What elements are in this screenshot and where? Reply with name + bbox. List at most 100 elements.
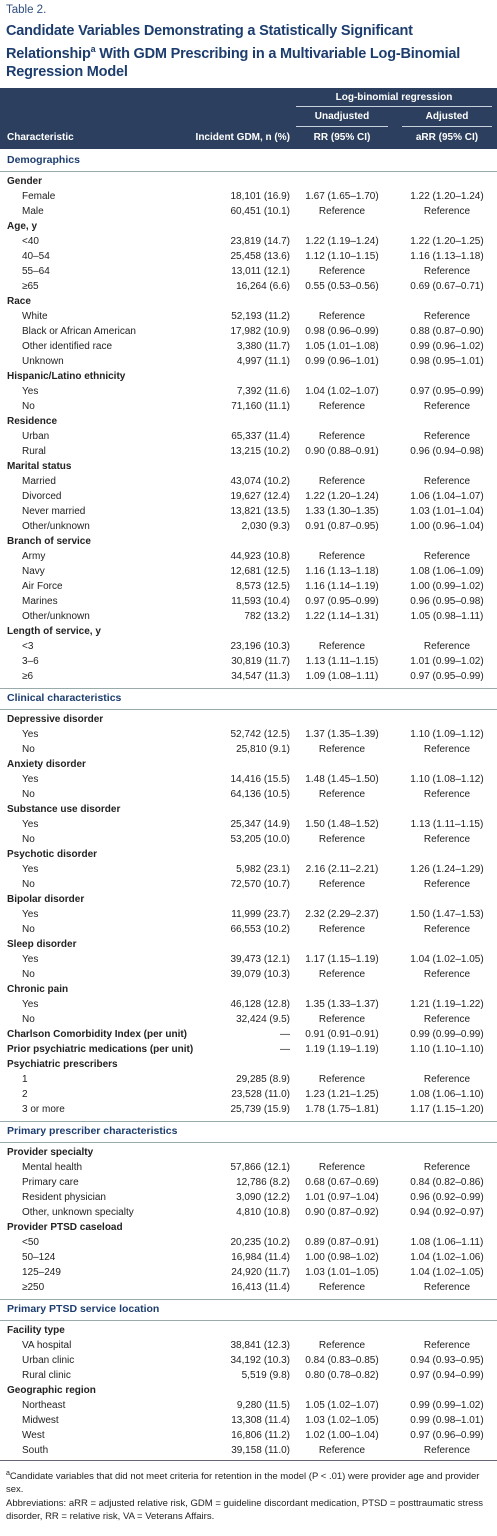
row-label: Married	[22, 475, 56, 487]
cell: 71,160 (11.1)	[231, 400, 290, 412]
cell: Reference	[318, 550, 366, 562]
cell: Reference	[423, 833, 471, 845]
row-label: <40	[22, 235, 39, 247]
footnote: aCandidate variables that did not meet c…	[6, 1468, 491, 1496]
section-title: Primary PTSD service location	[7, 1303, 160, 1315]
cell: 1.78 (1.75–1.81)	[305, 1103, 379, 1115]
cell: 1.10 (1.09–1.12)	[410, 728, 484, 740]
cell: 24,920 (11.7)	[231, 1266, 290, 1278]
cell: 18,101 (16.9)	[230, 190, 291, 202]
cell: 25,458 (13.6)	[230, 250, 291, 262]
cell: 2,030 (9.3)	[241, 520, 290, 532]
row-label: Other/unknown	[22, 610, 90, 622]
cell: 0.97 (0.94–0.99)	[410, 1369, 484, 1381]
footnote-text: Abbreviations: aRR = adjusted relative r…	[6, 1498, 484, 1522]
cell: Reference	[318, 640, 366, 652]
cell: Reference	[423, 878, 471, 890]
cell: 52,193 (11.2)	[231, 310, 290, 322]
cell: 4,810 (10.8)	[236, 1206, 290, 1218]
row-label: No	[22, 400, 35, 412]
cell: Reference	[318, 1281, 366, 1293]
cell: 11,999 (23.7)	[231, 908, 290, 920]
cell: 16,413 (11.4)	[231, 1281, 290, 1293]
row-label: Unknown	[22, 355, 64, 367]
cell: Reference	[423, 1339, 471, 1351]
header-unadjusted: Unadjusted	[314, 111, 370, 122]
cell: 13,308 (11.4)	[231, 1414, 290, 1426]
row-label: 125–249	[22, 1266, 61, 1278]
row-label: Rural clinic	[22, 1369, 71, 1381]
cell: 5,519 (9.8)	[241, 1369, 290, 1381]
group-label: Psychiatric prescribers	[7, 1058, 118, 1070]
cell: Reference	[423, 400, 471, 412]
cell: 1.05 (1.01–1.08)	[305, 340, 379, 352]
row-label: ≥6	[22, 670, 34, 682]
cell: 1.05 (1.02–1.07)	[305, 1399, 379, 1411]
cell: 16,806 (11.2)	[231, 1429, 290, 1441]
cell: 0.84 (0.83–0.85)	[305, 1354, 379, 1366]
cell: 1.16 (1.13–1.18)	[410, 250, 484, 262]
cell: 13,215 (10.2)	[230, 445, 291, 457]
cell: 0.69 (0.67–0.71)	[410, 280, 484, 292]
cell: Reference	[318, 1013, 366, 1025]
cell: 1.01 (0.97–1.04)	[305, 1191, 379, 1203]
row-label: Midwest	[22, 1414, 59, 1426]
row-label: Air Force	[22, 580, 63, 592]
cell: Reference	[423, 1073, 471, 1085]
cell: 1.12 (1.10–1.15)	[305, 250, 379, 262]
cell: 1.22 (1.20–1.25)	[410, 235, 484, 247]
row-label: Yes	[22, 953, 39, 965]
cell: 3,380 (11.7)	[236, 340, 290, 352]
title-text: Candidate Variables Demonstrating a Stat…	[6, 23, 413, 62]
cell: 60,451 (10.1)	[230, 205, 291, 217]
cell: Reference	[318, 400, 366, 412]
cell: Reference	[423, 640, 471, 652]
cell: 0.97 (0.95–0.99)	[410, 670, 484, 682]
cell: 782 (13.2)	[244, 610, 290, 622]
cell: 3,090 (12.2)	[236, 1191, 290, 1203]
cell: —	[280, 1043, 290, 1055]
group-label: Marital status	[7, 460, 72, 472]
row-label: Other, unknown specialty	[22, 1206, 134, 1218]
group-label: Prior psychiatric medications (per unit)	[7, 1043, 194, 1055]
cell: Reference	[423, 923, 471, 935]
cell: 1.67 (1.65–1.70)	[305, 190, 379, 202]
cell: Reference	[423, 968, 471, 980]
cell: 1.19 (1.19–1.19)	[305, 1043, 379, 1055]
row-label: Navy	[22, 565, 45, 577]
row-label: Yes	[22, 818, 39, 830]
row-label: Never married	[22, 505, 86, 517]
title-text: With GDM Prescribing in a Multivariable …	[6, 45, 461, 80]
cell: 0.97 (0.95–0.99)	[305, 595, 379, 607]
title-footnote-mark: a	[90, 44, 96, 54]
cell: 0.94 (0.93–0.95)	[410, 1354, 484, 1366]
cell: 39,158 (11.0)	[231, 1444, 290, 1456]
cell: Reference	[318, 1339, 366, 1351]
cell: 1.22 (1.20–1.24)	[410, 190, 484, 202]
group-label: Depressive disorder	[7, 713, 104, 725]
cell: 32,424 (9.5)	[236, 1013, 290, 1025]
header-rule	[296, 106, 492, 107]
cell: 1.06 (1.04–1.07)	[410, 490, 484, 502]
cell: 0.96 (0.94–0.98)	[410, 445, 484, 457]
cell: 1.09 (1.08–1.11)	[305, 670, 379, 682]
cell: 1.04 (1.02–1.05)	[410, 1266, 484, 1278]
cell: 57,866 (12.1)	[230, 1161, 291, 1173]
cell: Reference	[318, 1444, 366, 1456]
cell: 0.55 (0.53–0.56)	[305, 280, 379, 292]
column-header: Incident GDM, n (%)	[195, 132, 290, 143]
cell: Reference	[318, 833, 366, 845]
cell: 1.13 (1.11–1.15)	[305, 655, 379, 667]
row-label: West	[22, 1429, 45, 1441]
section-title: Primary prescriber characteristics	[7, 1125, 178, 1137]
cell: 12,681 (12.5)	[230, 565, 291, 577]
column-header: Characteristic	[7, 132, 74, 143]
row-label: Mental health	[22, 1161, 83, 1173]
cell: 0.97 (0.95–0.99)	[410, 385, 484, 397]
cell: Reference	[318, 788, 366, 800]
cell: 1.00 (0.99–1.02)	[410, 580, 484, 592]
cell: Reference	[318, 968, 366, 980]
cell: 8,573 (12.5)	[236, 580, 290, 592]
group-label: Facility type	[7, 1324, 65, 1336]
